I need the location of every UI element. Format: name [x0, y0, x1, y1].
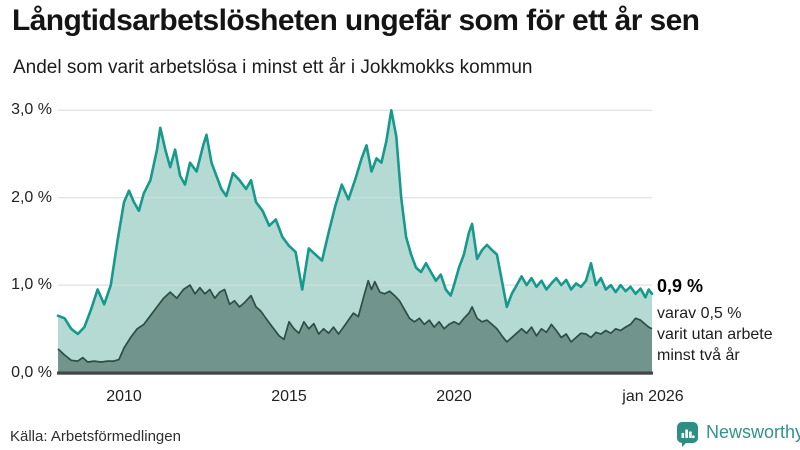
- annotation-line: minst två år: [657, 347, 740, 364]
- y-axis-label: 0,0 %: [11, 363, 52, 381]
- x-axis-label: 2010: [106, 388, 142, 405]
- newsworthy-chart-bubble-icon: [677, 422, 698, 447]
- latest-value-label: 0,9 %: [657, 276, 704, 296]
- latest-value-annotation: 0,9 % varav 0,5 % varit utan arbete mins…: [657, 276, 797, 366]
- newsworthy-logo[interactable]: Newsworthy: [676, 421, 800, 447]
- y-axis-label: 2,0 %: [11, 188, 52, 206]
- secondary-value-note: varav 0,5 % varit utan arbete minst två …: [657, 303, 797, 366]
- source-note: Källa: Arbetsförmedlingen: [10, 428, 181, 445]
- y-axis-label: 3,0 %: [11, 101, 52, 119]
- headline: Långtidsarbetslösheten ungefär som för e…: [12, 4, 700, 37]
- annotation-line: varit utan arbete: [657, 326, 773, 343]
- newsworthy-wordmark: Newsworthy: [706, 422, 800, 442]
- x-axis-line: [57, 371, 653, 375]
- y-axis-label: 1,0 %: [11, 276, 52, 294]
- area-unemployed-2yr: [58, 280, 652, 373]
- subtitle: Andel som varit arbetslösa i minst ett å…: [13, 57, 533, 78]
- line-unemployed-2yr: [57, 279, 653, 363]
- x-axis-label: 2015: [271, 388, 307, 405]
- annotation-line: varav 0,5 %: [657, 305, 742, 322]
- x-axis-label: 2020: [436, 388, 472, 405]
- x-axis-label: jan 2026: [622, 388, 684, 405]
- line-unemployed-1yr: [56, 109, 654, 336]
